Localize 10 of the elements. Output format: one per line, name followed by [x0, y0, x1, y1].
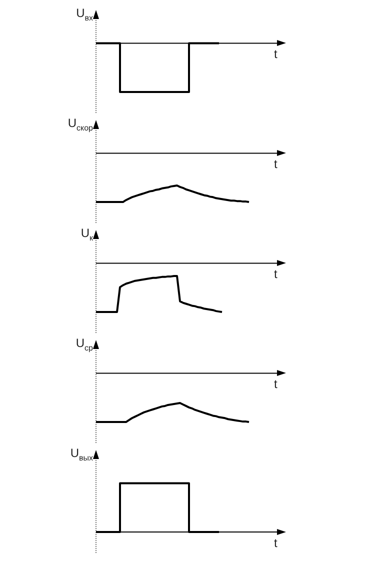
y-axis-title: U$_{к}$ [80, 226, 93, 244]
y-axis-title: U$_{скор}$ [68, 116, 93, 134]
y-axis-title: U$_{вх}$ [76, 6, 93, 24]
y-axis-title: U$_{ср}$ [76, 336, 93, 354]
x-axis-title: t [274, 377, 278, 392]
x-axis-title: t [274, 267, 278, 282]
x-axis-title: t [274, 47, 278, 62]
x-axis-title: t [274, 536, 278, 550]
y-axis-title: U$_{вых}$ [70, 446, 93, 464]
x-axis-title: t [274, 157, 278, 172]
